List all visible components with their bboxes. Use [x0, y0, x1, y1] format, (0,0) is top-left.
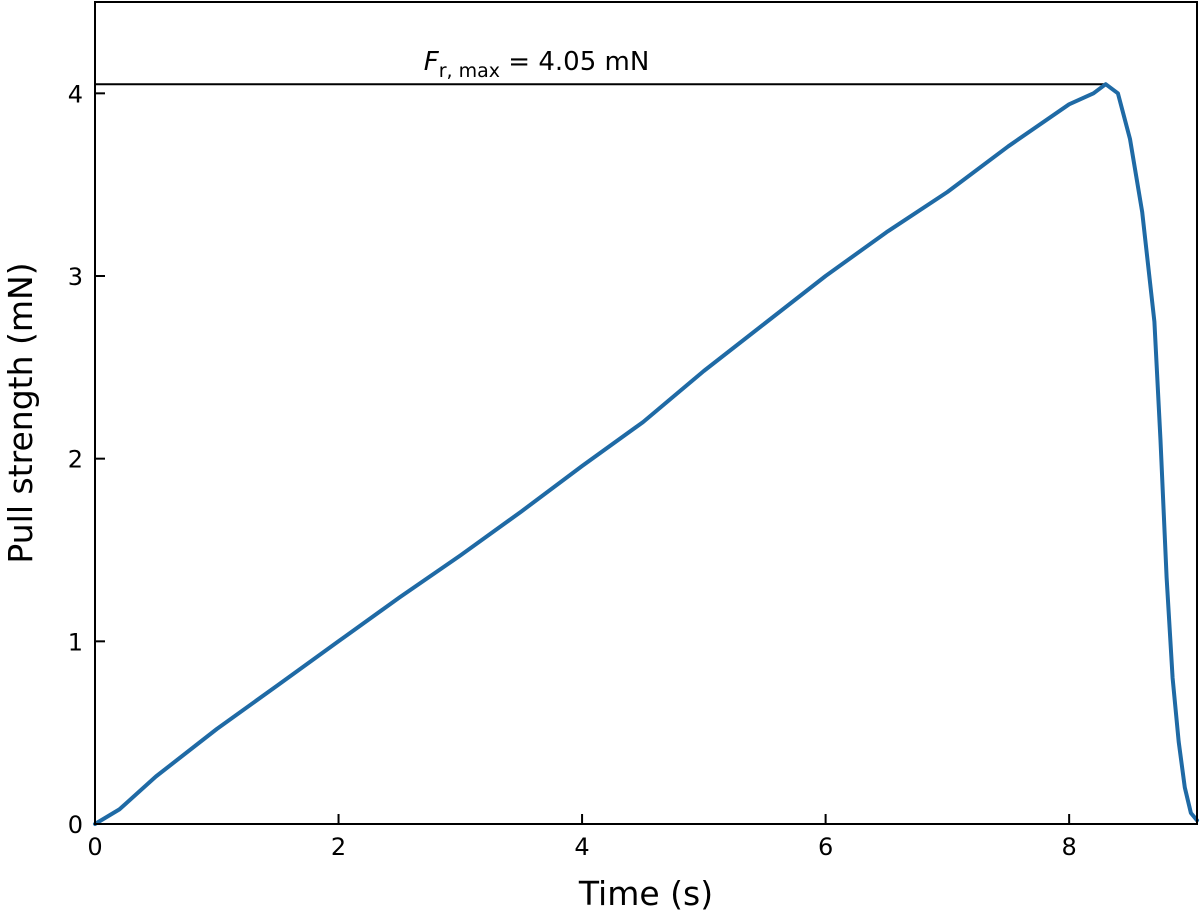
max-force-symbol: F: [424, 47, 440, 77]
y-axis-title: Pull strength (mN): [1, 262, 40, 563]
y-tick-label: 1: [68, 628, 83, 656]
x-axis-title: Time (s): [578, 874, 713, 913]
plot-frame: [94, 1, 1198, 825]
max-force-value: = 4.05 mN: [500, 47, 649, 77]
series-line-pull-strength: [93, 82, 1199, 826]
max-force-subscript: r, max: [439, 60, 500, 82]
y-tick-label: 0: [68, 811, 83, 839]
x-tick-label: 8: [1062, 833, 1077, 861]
y-axis-ticks: 0 1 2 3 4: [68, 80, 105, 839]
y-tick-label: 2: [68, 446, 83, 474]
plot-area: [93, 82, 1199, 826]
x-tick-label: 4: [574, 833, 589, 861]
x-tick-label: 2: [331, 833, 346, 861]
x-tick-label: 0: [87, 833, 102, 861]
y-tick-label: 4: [68, 80, 83, 108]
max-force-annotation: Fr, max = 4.05 mN: [424, 47, 650, 82]
x-tick-label: 6: [818, 833, 833, 861]
y-tick-label: 3: [68, 263, 83, 291]
